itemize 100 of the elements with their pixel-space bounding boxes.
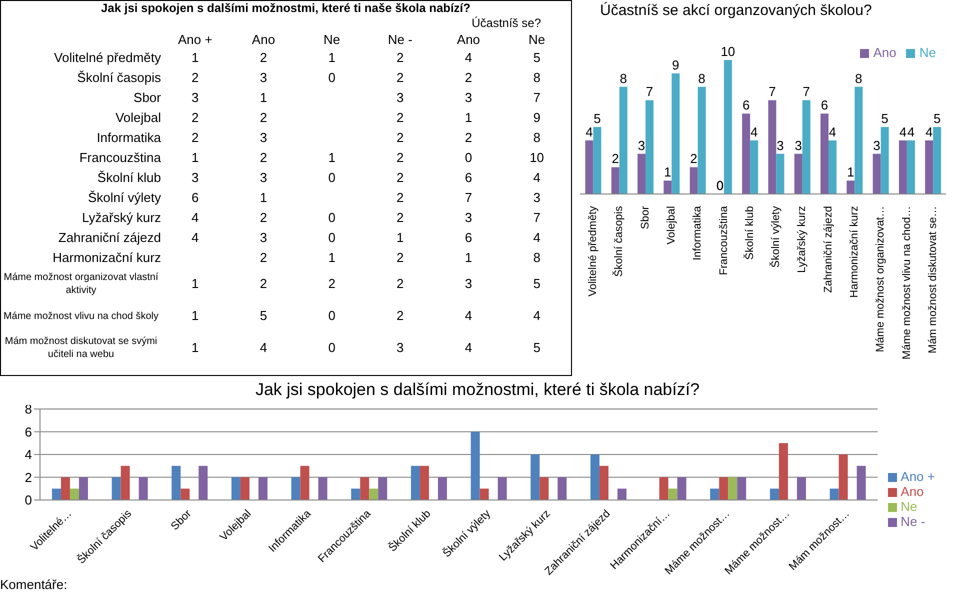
x-tick-label: Francouzština [718,205,730,276]
legend-label: Ano [900,484,924,498]
data-label: 1 [464,109,474,127]
x-tick-label: Harmonizační kurz [848,206,860,298]
chart-title: Jak jsi spokojen s dalšími možnostmi, které ti škola nabízí? [255,380,700,399]
bar [872,154,881,194]
data-label: 3 [532,189,542,207]
x-tick-label: Volejbal [666,206,678,245]
data-label: 4 [190,209,200,227]
data-label: 2 [190,69,200,87]
x-tick-label: Máme možnost vlivu na chod… [900,206,913,360]
data-label: 6 [464,229,474,247]
data-label: 1 [847,164,854,180]
data-label: 4 [907,124,915,140]
bar [470,432,480,500]
data-label: 2 [464,129,474,147]
bar [742,114,750,194]
data-label: 1 [190,275,200,293]
x-tick-label: Školní klub [742,206,756,260]
bar [690,167,698,194]
x-tick-label: Lyžařský kurz [796,206,808,273]
data-label: 2 [690,151,698,166]
bar [664,180,672,194]
bar [52,488,61,500]
bar [540,477,549,500]
data-label: 9 [672,57,680,72]
bar [585,140,594,194]
data-label: 4 [464,49,474,67]
bar [70,488,79,500]
category-label: Máme možnost organizovat vlastní aktivity [2,271,160,298]
data-label: 4 [532,229,542,247]
data-label: 0 [327,169,336,187]
bar [659,477,668,500]
data-label: 9 [532,109,542,127]
bar [828,140,837,194]
data-label: 0 [327,209,336,227]
bar [668,488,678,500]
data-label: 3 [464,275,474,293]
y-tick-label: 0 [24,492,32,508]
category-label: Volejbal [114,109,161,127]
data-label: 0 [327,229,336,247]
x-tick-label: Máme možnost organizovat… [874,206,887,352]
data-label: 5 [532,339,542,357]
data-label: 1 [396,229,405,247]
data-label: 4 [899,124,907,140]
legend-label: Ano [873,45,896,60]
bar [898,140,907,194]
data-label: 8 [532,249,542,267]
data-label: 2 [396,275,405,293]
bar [599,466,608,500]
bar [856,466,866,500]
data-label: 2 [396,109,405,127]
data-label: 6 [742,98,750,113]
category-label: Máme možnost vlivu na chod školy [2,310,160,324]
bar [112,477,121,500]
bar [530,454,540,500]
data-label: 10 [528,149,546,167]
data-label: 5 [594,111,601,126]
data-label: 5 [532,275,542,293]
data-label: 3 [464,209,474,227]
bar [558,477,567,500]
bar [719,477,728,500]
bar [737,477,746,500]
data-label: 1 [258,89,268,107]
data-label: 2 [396,249,405,267]
data-label: 2 [396,169,405,187]
category-label: Sbor [132,89,161,107]
bar [172,466,181,500]
bar [770,488,779,500]
data-label: 2 [396,307,405,325]
x-tick-label: Školní časopis [612,206,626,277]
bar [78,477,88,500]
data-label: 2 [190,109,200,127]
data-label: 6 [464,169,474,187]
bar [351,488,360,500]
data-label: 0 [327,339,336,357]
bar [768,100,776,194]
bar [880,127,889,194]
data-label: 2 [612,151,619,166]
legend-label: Ne [919,45,936,60]
data-label: 4 [532,169,542,187]
bar [820,114,829,194]
data-label: 1 [464,249,474,267]
bar [776,154,784,194]
data-label: 1 [327,149,336,167]
text: Účastníš se? [470,16,542,31]
data-label: 3 [258,129,268,147]
data-label: 8 [532,69,542,87]
bar [846,180,855,194]
data-label: 3 [258,69,268,87]
data-label: 1 [327,49,336,67]
x-tick-label: Mám možnost diskutovat se… [926,206,939,354]
bar [258,477,268,500]
text: Ne - [386,31,414,48]
data-label: 8 [620,70,627,86]
data-label: 2 [258,149,268,167]
data-label: 2 [258,209,268,227]
data-label: 3 [638,138,646,153]
bar [677,477,686,500]
data-label: 8 [532,129,542,147]
